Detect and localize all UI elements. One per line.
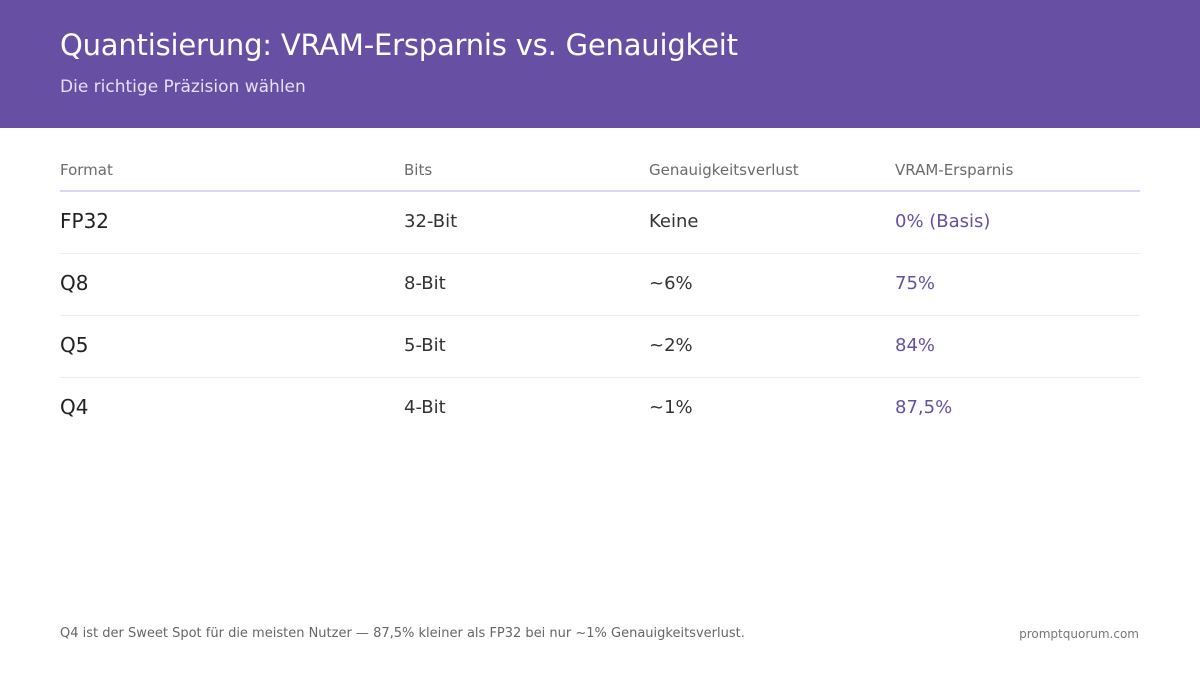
cell-bits: 5-Bit	[404, 335, 446, 356]
page-title: Quantisierung: VRAM-Ersparnis vs. Genaui…	[60, 28, 738, 62]
table-row: Q5 5-Bit ~2% 84%	[60, 316, 1140, 378]
table-row: Q8 8-Bit ~6% 75%	[60, 254, 1140, 316]
page-subtitle: Die richtige Präzision wählen	[60, 77, 306, 97]
footer-note: Q4 ist der Sweet Spot für die meisten Nu…	[60, 626, 745, 641]
column-header-format: Format	[60, 161, 113, 179]
cell-vram-saving: 84%	[895, 335, 936, 356]
cell-vram-saving: 75%	[895, 273, 936, 294]
table-row: Q4 4-Bit ~1% 87,5%	[60, 378, 1140, 439]
table-row: FP32 32-Bit Keine 0% (Basis)	[60, 192, 1140, 254]
cell-bits: 4-Bit	[404, 397, 446, 418]
cell-vram-saving: 87,5%	[895, 397, 953, 418]
cell-format: FP32	[60, 209, 110, 233]
table-header: Format Bits Genauigkeitsverlust VRAM-Ers…	[60, 150, 1140, 192]
quantization-table: Format Bits Genauigkeitsverlust VRAM-Ers…	[60, 150, 1140, 439]
cell-accuracy-loss: ~1%	[649, 397, 693, 418]
column-header-vram-saving: VRAM-Ersparnis	[895, 161, 1014, 179]
cell-format: Q8	[60, 271, 89, 295]
header-banner: Quantisierung: VRAM-Ersparnis vs. Genaui…	[0, 0, 1200, 128]
cell-accuracy-loss: Keine	[649, 211, 699, 232]
footer-brand: promptquorum.com	[1019, 627, 1139, 641]
cell-format: Q5	[60, 333, 89, 357]
cell-format: Q4	[60, 395, 89, 419]
cell-bits: 32-Bit	[404, 211, 458, 232]
column-header-bits: Bits	[404, 161, 433, 179]
cell-bits: 8-Bit	[404, 273, 446, 294]
cell-vram-saving: 0% (Basis)	[895, 211, 991, 232]
cell-accuracy-loss: ~6%	[649, 273, 693, 294]
cell-accuracy-loss: ~2%	[649, 335, 693, 356]
column-header-accuracy-loss: Genauigkeitsverlust	[649, 161, 799, 179]
